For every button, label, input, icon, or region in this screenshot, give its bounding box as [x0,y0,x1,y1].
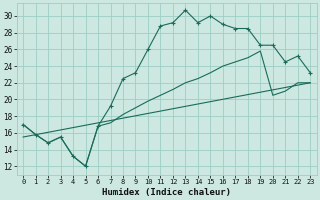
X-axis label: Humidex (Indice chaleur): Humidex (Indice chaleur) [102,188,231,197]
